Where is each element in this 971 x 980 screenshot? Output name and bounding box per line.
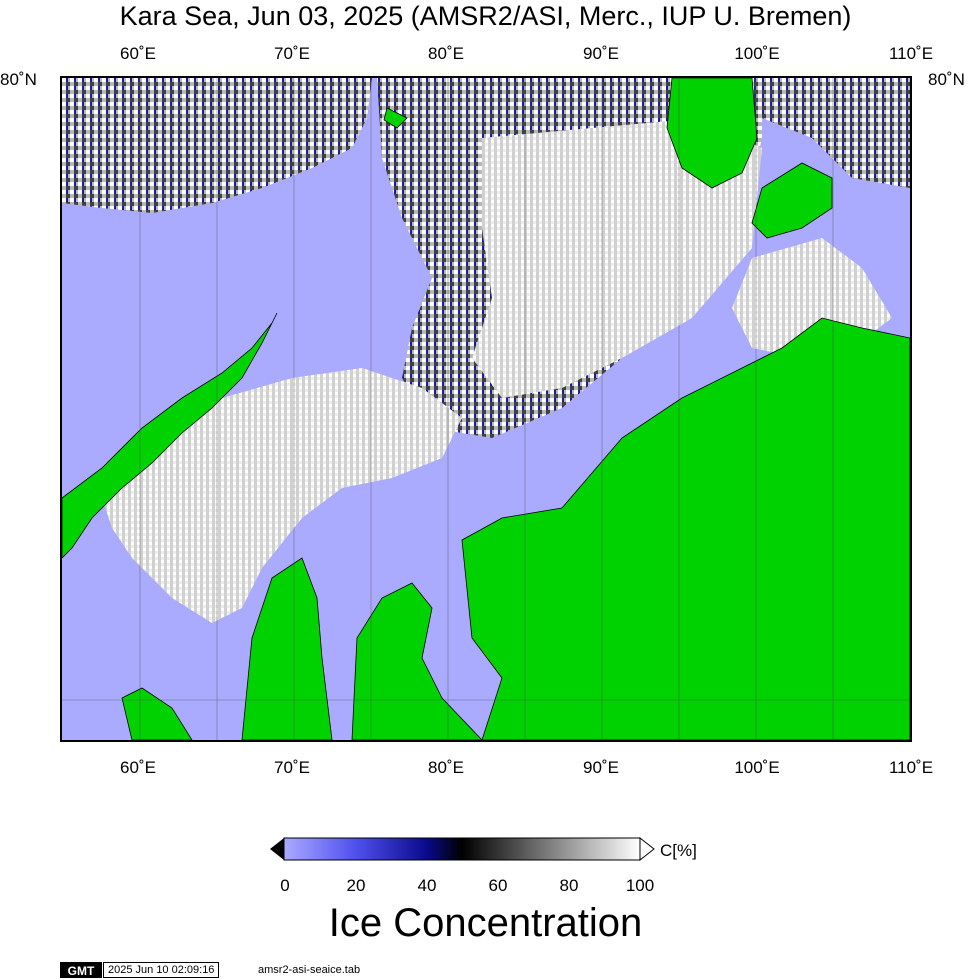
timestamp: 2025 Jun 10 02:09:16 xyxy=(103,962,220,978)
bottom-lon-tick-90: 90˚E xyxy=(583,758,619,777)
colorbar-tick-60: 60 xyxy=(488,876,508,895)
colorbar-high-triangle xyxy=(639,836,655,862)
graticule xyxy=(62,78,910,740)
map-title: Kara Sea, Jun 03, 2025 (AMSR2/ASI, Merc.… xyxy=(119,1,852,31)
colorbar-tick-100: 100 xyxy=(625,876,655,895)
novaya-zemlya xyxy=(62,312,278,559)
colorbar-tick-40: 40 xyxy=(417,876,437,895)
gydan-peninsula xyxy=(351,582,483,740)
colorbar-tick-80: 80 xyxy=(559,876,579,895)
colorbar-tick-20: 20 xyxy=(346,876,366,895)
bottom-lon-tick-60: 60˚E xyxy=(120,758,156,777)
colorbar-tick-0: 0 xyxy=(280,876,290,895)
pack-ice-northeast xyxy=(762,78,910,188)
ice-concentration-map xyxy=(60,76,912,742)
bottom-lon-tick-100: 100˚E xyxy=(734,758,780,777)
yamal-peninsula xyxy=(241,557,333,740)
top-lon-tick-100: 100˚E xyxy=(734,44,780,63)
colorbar xyxy=(270,836,655,862)
southwest-coast xyxy=(121,687,193,740)
top-lon-tick-60: 60˚E xyxy=(120,44,156,63)
top-lon-tick-90: 90˚E xyxy=(583,44,619,63)
colorbar-unit: C[%] xyxy=(660,841,697,860)
top-lon-tick-80: 80˚E xyxy=(428,44,464,63)
map-canvas xyxy=(62,78,910,740)
left-lat-tick-80: 80˚N xyxy=(0,70,37,89)
ice-kara-southwest xyxy=(102,368,462,623)
colorbar-low-triangle xyxy=(270,838,284,860)
source-filename: amsr2-asi-seaice.tab xyxy=(258,964,361,976)
top-lon-tick-110: 110˚E xyxy=(888,44,934,63)
ice-central xyxy=(472,118,762,398)
colorbar-gradient xyxy=(283,837,641,861)
colorbar-title: Ice Concentration xyxy=(328,901,643,945)
right-lat-tick-80: 80˚N xyxy=(928,70,965,89)
severnaya-zemlya-south xyxy=(751,162,833,239)
severnaya-zemlya xyxy=(666,78,758,189)
taymyr-peninsula xyxy=(461,317,910,740)
gmt-logo: GMT xyxy=(60,962,102,978)
small-island-north xyxy=(383,107,408,129)
bottom-lon-tick-80: 80˚E xyxy=(428,758,464,777)
bottom-lon-tick-110: 110˚E xyxy=(888,758,934,777)
bottom-lon-tick-70: 70˚E xyxy=(274,758,310,777)
top-lon-tick-70: 70˚E xyxy=(274,44,310,63)
